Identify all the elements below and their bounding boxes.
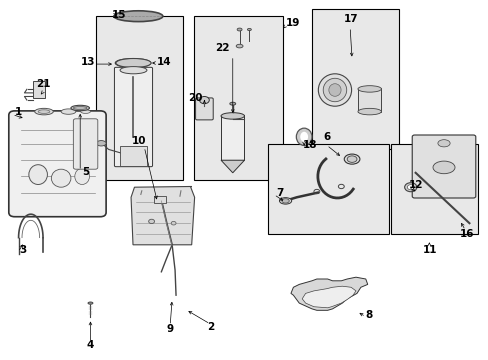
Ellipse shape [61,109,76,114]
Text: 15: 15 [111,10,126,20]
Ellipse shape [38,110,50,113]
Ellipse shape [73,107,87,109]
Ellipse shape [437,140,449,147]
Polygon shape [302,286,355,308]
Bar [96,16,183,180]
Bar [33,81,45,98]
FancyBboxPatch shape [9,111,106,217]
Ellipse shape [88,302,93,304]
Ellipse shape [357,86,381,92]
Ellipse shape [120,67,146,74]
Ellipse shape [318,74,351,106]
Text: 17: 17 [343,14,358,24]
Bar [120,146,146,166]
Polygon shape [290,277,367,310]
Ellipse shape [296,128,311,145]
Bar [194,16,283,180]
Text: 10: 10 [132,136,146,146]
Text: 18: 18 [303,140,317,150]
Text: 9: 9 [166,324,173,334]
Ellipse shape [300,132,307,142]
Ellipse shape [432,161,454,174]
Text: 14: 14 [156,57,171,67]
Ellipse shape [118,60,147,66]
Polygon shape [221,160,244,173]
Text: 7: 7 [276,188,283,198]
Ellipse shape [51,169,71,187]
Polygon shape [131,186,194,245]
Ellipse shape [148,219,154,224]
Ellipse shape [346,156,356,162]
FancyBboxPatch shape [73,119,98,169]
Ellipse shape [328,84,341,96]
Text: 4: 4 [86,340,94,350]
Ellipse shape [237,28,242,31]
Ellipse shape [199,96,209,104]
Ellipse shape [357,108,381,115]
Text: 11: 11 [422,245,437,255]
FancyBboxPatch shape [114,67,152,167]
Text: 3: 3 [20,245,27,255]
FancyBboxPatch shape [411,135,475,198]
Text: 12: 12 [407,180,422,190]
Ellipse shape [236,44,243,48]
Ellipse shape [407,185,413,190]
Ellipse shape [281,199,289,203]
Ellipse shape [96,141,106,146]
Ellipse shape [279,198,291,204]
Ellipse shape [71,105,89,111]
Ellipse shape [75,168,89,185]
Bar [311,9,398,149]
Text: 16: 16 [459,229,473,239]
Ellipse shape [344,154,359,164]
Text: 2: 2 [206,322,213,332]
Ellipse shape [171,221,176,225]
FancyBboxPatch shape [195,98,213,120]
Text: 6: 6 [323,132,329,142]
Bar [221,115,244,160]
Bar [267,144,388,234]
Ellipse shape [35,108,53,115]
Text: 19: 19 [285,18,300,28]
Ellipse shape [221,113,244,119]
Text: 8: 8 [365,310,372,320]
Bar [390,144,477,234]
Text: 13: 13 [81,57,95,67]
Text: 21: 21 [36,79,50,89]
Ellipse shape [247,28,251,31]
Text: 5: 5 [82,167,89,177]
Ellipse shape [81,110,90,113]
Ellipse shape [323,78,346,102]
Ellipse shape [229,102,235,105]
Bar [154,196,166,203]
Bar [357,88,381,112]
Text: 20: 20 [188,93,203,103]
Ellipse shape [404,183,416,192]
Text: 1: 1 [15,107,22,117]
Ellipse shape [29,165,47,185]
Text: 22: 22 [215,43,229,53]
Ellipse shape [114,11,163,22]
Ellipse shape [116,59,151,68]
